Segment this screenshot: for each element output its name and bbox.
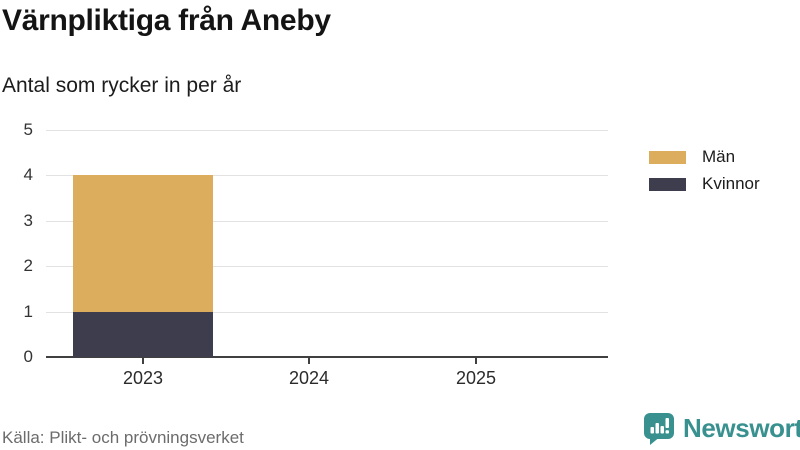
legend-item-man: Män (649, 146, 760, 168)
y-gridline (46, 175, 608, 177)
y-axis-tick-label: 5 (23, 120, 33, 139)
x-axis-tick-mark (475, 358, 477, 364)
legend: Män Kvinnor (649, 146, 760, 200)
x-axis-tick-mark (142, 358, 144, 364)
x-axis-tick-mark (308, 358, 310, 364)
y-axis-tick-label: 1 (23, 301, 33, 321)
source-attribution: Källa: Plikt- och prövningsverket (2, 428, 244, 447)
x-axis-line (46, 356, 608, 358)
newsworthy-logo: Newsworthy (643, 412, 800, 446)
x-axis-tick-label: 2025 (455, 368, 497, 388)
y-axis-tick-label: 0 (23, 347, 33, 366)
newsworthy-wordmark: Newsworthy (683, 413, 800, 443)
y-gridline (46, 266, 608, 268)
x-axis-tick-label: 2024 (288, 368, 330, 388)
legend-swatch-man (649, 150, 686, 164)
y-gridline (46, 220, 608, 222)
chart-title: Värnpliktiga från Aneby (2, 4, 331, 37)
legend-swatch-kvinnor (649, 177, 686, 191)
y-axis-tick-label: 2 (23, 256, 33, 276)
legend-label-kvinnor: Kvinnor (702, 174, 760, 193)
y-axis-tick-label: 4 (23, 165, 33, 185)
bar-segment-kvinnor-2023 (73, 311, 213, 357)
y-axis-tick-label: 3 (23, 210, 33, 230)
x-axis-tick-label: 2023 (122, 368, 164, 388)
legend-label-man: Män (702, 147, 736, 166)
y-gridline (46, 311, 608, 313)
legend-item-kvinnor: Kvinnor (649, 173, 760, 195)
y-gridline (46, 130, 608, 131)
newsworthy-icon (644, 413, 674, 445)
chart-subtitle: Antal som rycker in per år (2, 74, 242, 97)
bar-segment-män-2023 (73, 175, 213, 312)
